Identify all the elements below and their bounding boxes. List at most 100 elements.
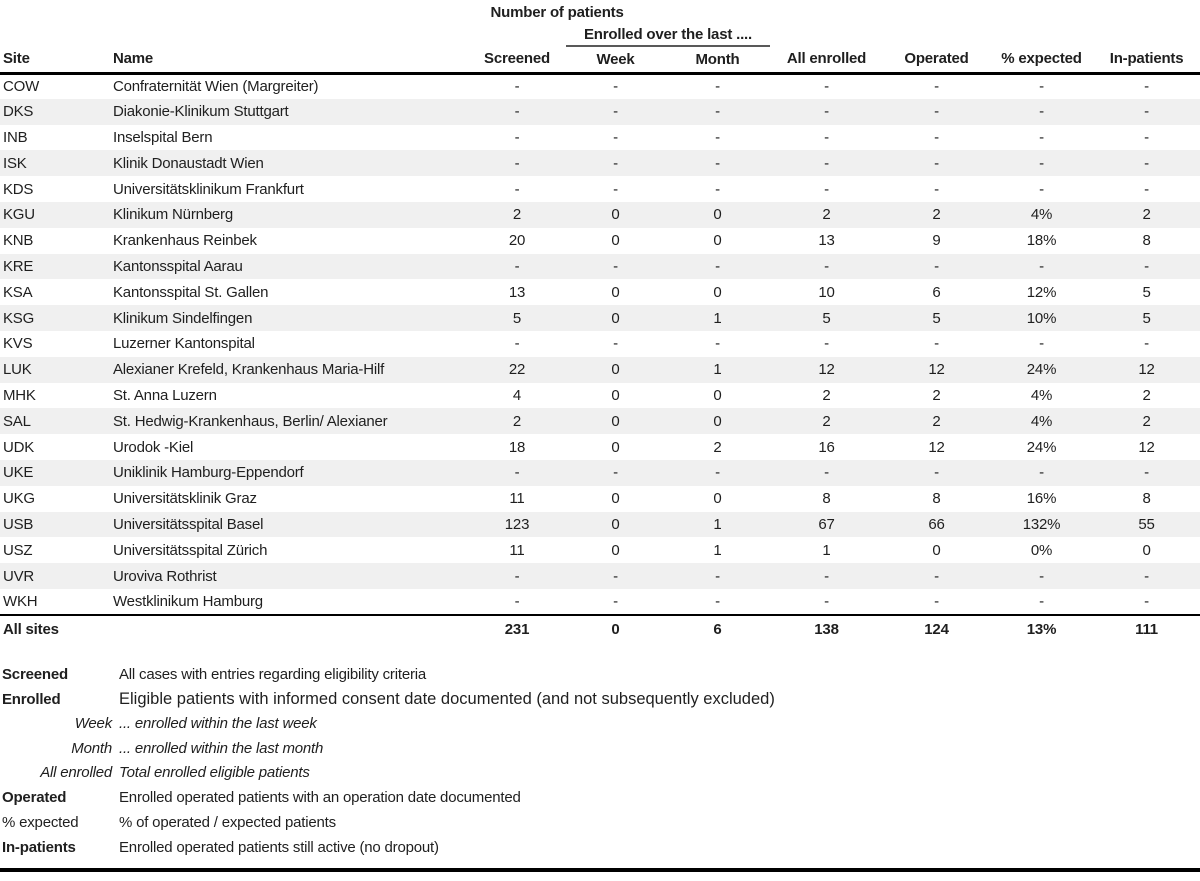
legend-definition: ... enrolled within the last week [119, 715, 317, 733]
table-row: ISK Klinik Donaustadt Wien - - - - - - - [0, 150, 1200, 177]
legend-definition: Enrolled operated patients still active … [119, 838, 439, 856]
site-name-cell: Luzerner Kantonspital [113, 335, 255, 353]
value-cell: 13 [818, 232, 835, 250]
value-cell: 2 [822, 386, 831, 404]
value-cell: 1 [713, 541, 722, 559]
legend-term: All enrolled [40, 764, 112, 782]
table-row: UDK Urodok -Kiel 18 0 2 16 12 24% 12 [0, 434, 1200, 460]
site-code-cell: USB [3, 515, 34, 533]
value-cell: 8 [822, 490, 831, 508]
value-cell: - [824, 103, 829, 121]
value-cell: - [824, 128, 829, 146]
value-cell: - [1039, 103, 1044, 121]
value-cell: - [824, 567, 829, 585]
table-title-row: Number of patients [0, 0, 1200, 24]
group-spacer [0, 24, 566, 46]
value-cell: - [1039, 335, 1044, 353]
value-cell: 0 [713, 206, 722, 224]
legend-item: Enrolled Eligible patients with informed … [0, 690, 1200, 715]
value-cell: 8 [1142, 490, 1151, 508]
table-row: COW Confraternität Wien (Margreiter) - - - - -… [0, 73, 1200, 99]
value-cell: 24% [1026, 361, 1057, 379]
value-cell: 12 [1138, 361, 1155, 379]
site-code-cell: WKH [3, 592, 38, 610]
site-code-cell: USZ [3, 541, 33, 559]
table-row: UVR Uroviva Rothrist - - - - - - - [0, 563, 1200, 589]
table-row: SAL St. Hedwig-Krankenhaus, Berlin/ Alexi… [0, 408, 1200, 435]
value-cell: - [1144, 464, 1149, 482]
site-name-cell: Universitätsklinik Graz [113, 490, 257, 508]
value-cell: - [613, 128, 618, 146]
value-cell: - [715, 257, 720, 275]
value-cell: 2 [932, 386, 941, 404]
value-cell: - [514, 103, 520, 121]
value-cell: 8 [1142, 232, 1151, 250]
value-cell: 12% [1026, 283, 1057, 301]
value-cell: - [514, 464, 520, 482]
totals-all-enrolled: 138 [770, 613, 883, 643]
site-name-cell: St. Anna Luzern [113, 386, 217, 404]
enrollment-table: Number of patients Enrolled over the las… [0, 0, 1200, 643]
value-cell: 5 [1142, 283, 1151, 301]
value-cell: 0 [713, 232, 722, 250]
column-header-operated: Operated [883, 46, 990, 75]
value-cell: - [934, 128, 939, 146]
value-cell: - [715, 335, 720, 353]
value-cell: - [715, 103, 720, 121]
totals-operated: 124 [883, 613, 990, 643]
table-row: KSG Klinikum Sindelfingen 5 0 1 5 5 10% 5 [0, 305, 1200, 331]
value-cell: - [613, 78, 618, 96]
totals-screened: 231 [468, 613, 566, 643]
value-cell: 2 [932, 412, 941, 430]
value-cell: - [934, 567, 939, 585]
table-row: LUK Alexianer Krefeld, Krankenhaus Maria-… [0, 356, 1200, 383]
value-cell: 0 [713, 412, 722, 430]
site-code-cell: KSA [3, 283, 33, 301]
value-cell: - [1144, 103, 1149, 121]
value-cell: - [613, 180, 618, 198]
site-name-cell: Inselspital Bern [113, 128, 213, 146]
value-cell: 2 [713, 438, 722, 456]
site-name-cell: Klinikum Nürnberg [113, 206, 233, 224]
value-cell: 0 [611, 309, 620, 327]
column-header-name: Name [110, 46, 468, 75]
table-row: KGU Klinikum Nürnberg 2 0 0 2 2 4% 2 [0, 201, 1200, 228]
value-cell: 10% [1026, 309, 1057, 327]
site-code-cell: UVR [3, 567, 35, 585]
bottom-rule [0, 868, 1200, 873]
value-cell: 2 [932, 206, 941, 224]
value-cell: 0 [611, 361, 620, 379]
site-name-cell: Krankenhaus Reinbek [113, 232, 257, 250]
value-cell: - [1144, 78, 1149, 96]
value-cell: 20 [508, 232, 526, 250]
value-cell: - [613, 592, 618, 610]
site-name-cell: Klinik Donaustadt Wien [113, 154, 264, 172]
value-cell: 6 [932, 283, 941, 301]
site-name-cell: Universitätsklinikum Frankfurt [113, 180, 304, 198]
value-cell: - [715, 567, 720, 585]
value-cell: 9 [932, 232, 941, 250]
column-header-month: Month [665, 46, 770, 75]
site-name-cell: Uroviva Rothrist [113, 567, 217, 585]
value-cell: 0 [611, 438, 620, 456]
value-cell: - [613, 103, 618, 121]
value-cell: 10 [818, 283, 835, 301]
value-cell: - [1144, 128, 1149, 146]
value-cell: - [514, 257, 520, 275]
value-cell: - [715, 78, 720, 96]
legend-definition: ... enrolled within the last month [119, 739, 324, 757]
value-cell: 2 [1142, 386, 1151, 404]
value-cell: - [514, 592, 520, 610]
column-header-all-enrolled: All enrolled [770, 46, 883, 75]
value-cell: 0 [611, 541, 620, 559]
site-name-cell: Universitätsspital Basel [113, 515, 264, 533]
table-row: INB Inselspital Bern - - - - - - - [0, 125, 1200, 151]
site-code-cell: KRE [3, 257, 34, 275]
legend: Screened All cases with entries regarding… [0, 666, 1200, 864]
value-cell: - [1039, 154, 1044, 172]
value-cell: - [715, 180, 720, 198]
value-cell: 0 [932, 541, 941, 559]
legend-term: Enrolled [2, 691, 61, 709]
site-code-cell: UDK [3, 438, 35, 456]
